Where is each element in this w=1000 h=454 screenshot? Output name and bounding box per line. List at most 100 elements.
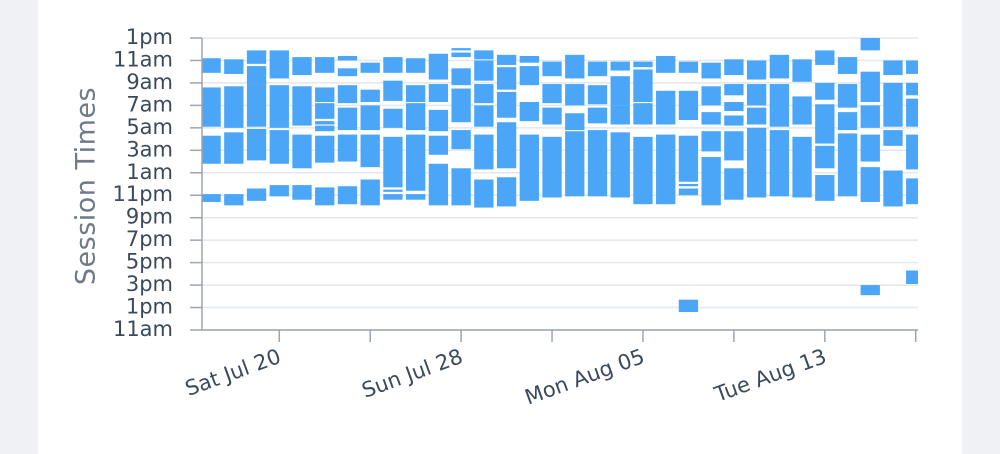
session-bar	[246, 50, 267, 64]
y-tick-label: 3pm	[126, 272, 173, 296]
y-tick-label: 11am	[113, 47, 173, 71]
session-bar	[633, 136, 653, 205]
session-bar	[519, 102, 539, 122]
session-bar	[724, 168, 744, 200]
session-bar	[724, 102, 744, 111]
session-bar	[474, 179, 494, 208]
session-bar	[746, 84, 767, 106]
session-bar	[792, 136, 812, 198]
session-bar	[701, 86, 721, 106]
y-tick-labels: 1pm11am9am7am5am3am1am11pm9pm7pm5pm3pm1p…	[112, 25, 202, 341]
session-bar	[678, 184, 699, 187]
session-bar	[656, 90, 676, 125]
session-bar	[746, 60, 767, 80]
chart-card: 1pm 11am 9am 7am 5am 3am 1am 11pm 9pm 7pm 5pm 3pm 1p…	[38, 0, 962, 454]
session-bar	[610, 132, 630, 198]
session-bar	[701, 112, 721, 125]
session-bar	[769, 54, 790, 79]
session-bar	[701, 157, 721, 206]
session-bar	[587, 61, 608, 77]
session-bar	[474, 84, 494, 104]
session-bar	[883, 60, 903, 76]
session-bar	[202, 58, 221, 73]
session-bar	[451, 130, 471, 150]
session-bar	[633, 103, 653, 125]
session-bar	[224, 194, 244, 206]
session-bar	[428, 84, 449, 103]
x-tick-label: Sat Jul 20	[182, 344, 284, 401]
session-bar	[428, 135, 449, 155]
session-bar	[451, 48, 471, 51]
session-bar	[246, 128, 267, 161]
session-bar	[292, 86, 312, 126]
session-bar	[678, 135, 699, 182]
session-bar	[474, 105, 494, 127]
session-bar	[451, 168, 471, 206]
session-bar	[202, 87, 221, 127]
session-bar	[792, 96, 812, 125]
session-bar	[292, 134, 312, 169]
y-tick-label: 1pm	[126, 25, 173, 49]
session-bar	[202, 194, 221, 202]
session-bar	[769, 84, 790, 127]
session-bar	[269, 85, 289, 128]
session-bar	[360, 89, 380, 103]
session-bar	[906, 178, 918, 205]
session-bar	[315, 135, 335, 163]
session-bar	[701, 62, 721, 79]
session-bars	[202, 38, 918, 313]
session-bar	[724, 84, 744, 96]
session-bar	[678, 188, 699, 196]
session-bar	[496, 91, 517, 118]
session-bar	[860, 71, 880, 103]
y-tick-label: 7pm	[126, 227, 173, 251]
session-bar	[451, 68, 471, 86]
session-bar	[565, 131, 585, 197]
session-bar	[360, 179, 380, 206]
session-bar	[360, 105, 380, 131]
session-bar	[860, 134, 880, 162]
session-bar	[246, 84, 267, 127]
session-bar	[769, 130, 790, 197]
session-bar	[383, 136, 403, 188]
y-tick-label: 5am	[126, 115, 173, 139]
session-bar	[315, 187, 335, 206]
session-bar	[451, 88, 471, 123]
session-bar	[269, 130, 289, 164]
y-tick-label: 11am	[113, 317, 173, 341]
session-bar	[292, 185, 312, 200]
session-bar	[610, 105, 630, 125]
session-bar	[837, 57, 858, 74]
y-axis-title: Session Times	[71, 87, 102, 285]
axes	[201, 38, 918, 331]
session-bar	[496, 177, 517, 207]
session-bar	[406, 85, 426, 103]
session-bar	[906, 270, 918, 284]
x-tick-label: Tue Aug 13	[710, 344, 829, 407]
session-bar	[724, 115, 744, 126]
session-bar	[337, 107, 358, 131]
session-bar	[633, 61, 653, 68]
session-bar	[724, 131, 744, 161]
session-bar	[519, 134, 539, 201]
session-bar	[406, 134, 426, 191]
y-tick-label: 1am	[126, 160, 173, 184]
session-bar	[406, 103, 426, 131]
session-bar	[542, 61, 562, 77]
session-bar	[837, 112, 858, 131]
session-bar	[315, 121, 335, 125]
session-bar	[519, 55, 539, 63]
session-bar	[474, 60, 494, 81]
session-bar	[202, 135, 221, 164]
session-bar	[292, 57, 312, 76]
session-bar	[337, 134, 358, 162]
session-bar	[906, 60, 918, 74]
session-bar	[587, 130, 608, 197]
session-bar	[860, 38, 880, 51]
session-times-chart: 1pm11am9am7am5am3am1am11pm9pm7pm5pm3pm1p…	[71, 25, 918, 410]
session-bar	[633, 69, 653, 103]
session-bar	[883, 170, 903, 207]
x-tick-label: Sun Jul 28	[359, 344, 466, 403]
session-bar	[815, 104, 835, 144]
session-bar	[496, 67, 517, 90]
